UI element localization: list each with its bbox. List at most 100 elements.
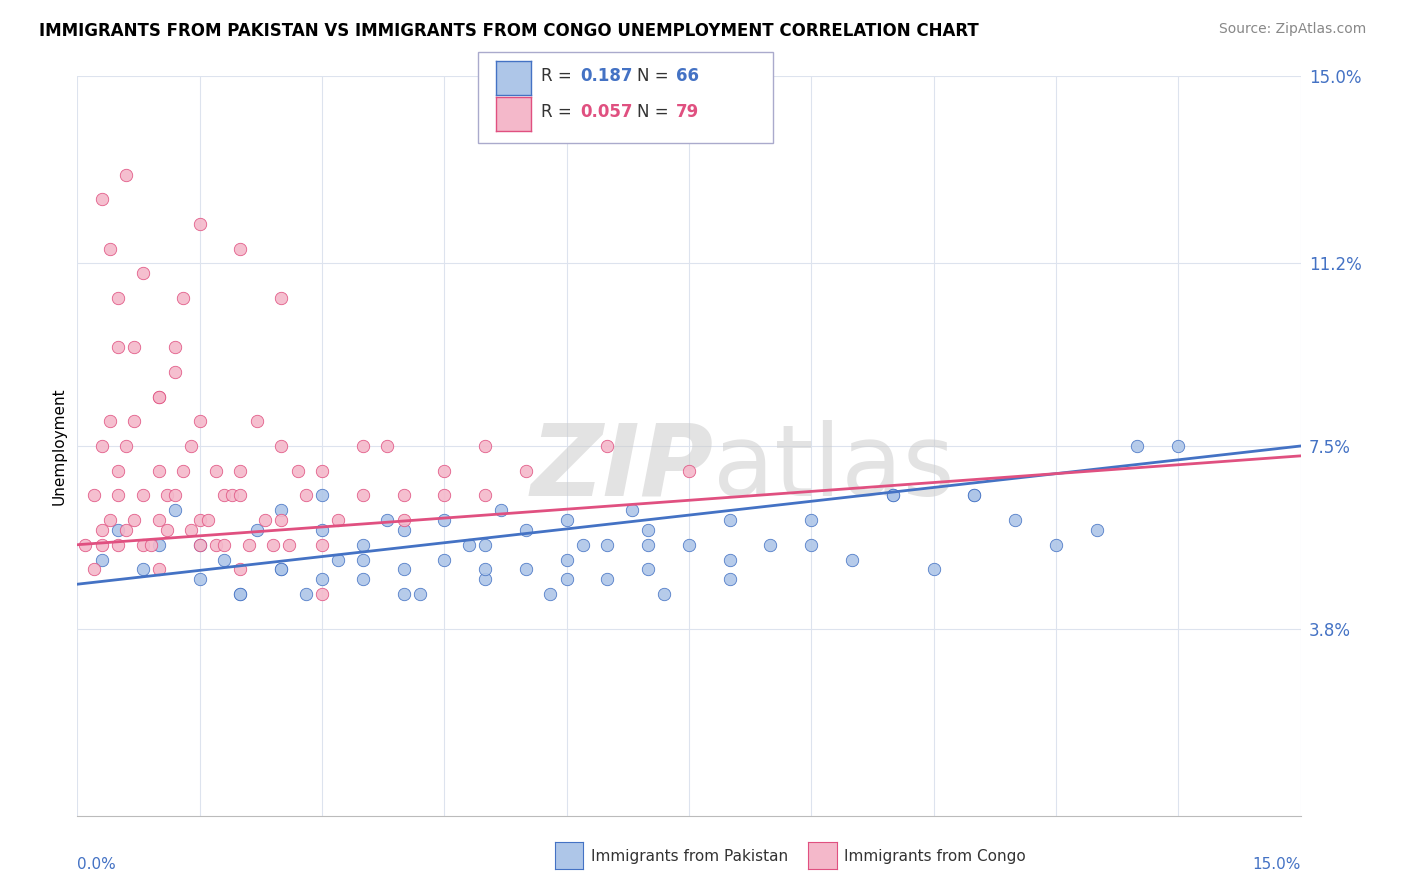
Point	[596, 572, 619, 586]
Point	[188, 513, 211, 527]
Point	[107, 538, 129, 552]
Point	[98, 242, 121, 256]
Point	[538, 587, 561, 601]
Point	[221, 488, 243, 502]
Point	[148, 538, 170, 552]
Point	[392, 523, 415, 537]
Point	[188, 414, 211, 428]
Point	[75, 538, 97, 552]
Point	[148, 390, 170, 404]
Point	[131, 488, 153, 502]
Point	[515, 464, 537, 478]
Point	[287, 464, 309, 478]
Point	[637, 562, 659, 576]
Point	[180, 439, 202, 453]
Point	[800, 513, 823, 527]
Point	[90, 538, 112, 552]
Y-axis label: Unemployment: Unemployment	[51, 387, 66, 505]
Point	[131, 538, 153, 552]
Point	[212, 538, 235, 552]
Point	[165, 488, 187, 502]
Point	[294, 488, 316, 502]
Point	[98, 513, 121, 527]
Point	[107, 523, 129, 537]
Point	[139, 538, 162, 552]
Point	[278, 538, 301, 552]
Point	[637, 538, 659, 552]
Point	[148, 390, 170, 404]
Point	[392, 513, 415, 527]
Point	[246, 414, 269, 428]
Point	[124, 414, 146, 428]
Point	[115, 168, 138, 182]
Point	[229, 587, 252, 601]
Point	[270, 513, 292, 527]
Point	[90, 523, 112, 537]
Point	[1004, 513, 1026, 527]
Text: Source: ZipAtlas.com: Source: ZipAtlas.com	[1219, 22, 1367, 37]
Point	[555, 552, 578, 566]
Point	[474, 488, 496, 502]
Point	[352, 439, 374, 453]
Point	[620, 503, 643, 517]
Point	[433, 488, 456, 502]
Point	[229, 587, 252, 601]
Point	[172, 464, 194, 478]
Point	[165, 365, 187, 379]
Point	[156, 488, 179, 502]
Point	[1045, 538, 1067, 552]
Point	[654, 587, 676, 601]
Point	[107, 464, 129, 478]
Point	[270, 562, 292, 576]
Point	[352, 538, 374, 552]
Point	[212, 552, 235, 566]
Point	[311, 488, 333, 502]
Text: ZIP: ZIP	[530, 420, 713, 516]
Point	[131, 266, 153, 280]
Point	[188, 538, 211, 552]
Point	[311, 464, 333, 478]
Point	[253, 513, 276, 527]
Text: Immigrants from Congo: Immigrants from Congo	[844, 849, 1025, 863]
Point	[637, 523, 659, 537]
Point	[156, 523, 179, 537]
Point	[841, 552, 863, 566]
Point	[572, 538, 595, 552]
Point	[311, 523, 333, 537]
Text: 0.187: 0.187	[581, 67, 633, 85]
Text: N =: N =	[637, 103, 673, 120]
Point	[270, 562, 292, 576]
Point	[678, 464, 700, 478]
Point	[294, 587, 316, 601]
Point	[352, 552, 374, 566]
Point	[270, 291, 292, 305]
Point	[270, 503, 292, 517]
Text: R =: R =	[541, 67, 578, 85]
Point	[392, 488, 415, 502]
Point	[922, 562, 945, 576]
Text: N =: N =	[637, 67, 673, 85]
Text: 66: 66	[676, 67, 699, 85]
Point	[555, 513, 578, 527]
Point	[474, 538, 496, 552]
Point	[197, 513, 219, 527]
Point	[718, 572, 741, 586]
Point	[963, 488, 986, 502]
Point	[328, 513, 350, 527]
Point	[238, 538, 260, 552]
Point	[963, 488, 986, 502]
Point	[83, 562, 105, 576]
Point	[678, 538, 700, 552]
Point	[491, 503, 513, 517]
Point	[165, 503, 187, 517]
Point	[148, 464, 170, 478]
Point	[262, 538, 284, 552]
Point	[311, 538, 333, 552]
Point	[457, 538, 479, 552]
Point	[188, 217, 211, 231]
Point	[188, 572, 211, 586]
Point	[474, 562, 496, 576]
Point	[474, 439, 496, 453]
Point	[148, 513, 170, 527]
Point	[800, 538, 823, 552]
